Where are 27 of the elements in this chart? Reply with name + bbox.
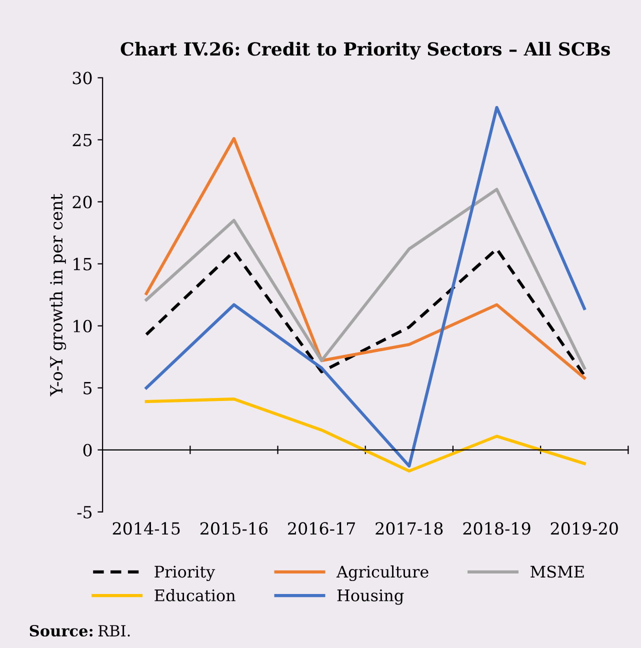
x-tick-label: 2015-16 <box>200 522 268 535</box>
legend-label: Priority <box>154 566 216 582</box>
line-series <box>144 106 586 468</box>
y-tick-label: -5 <box>77 506 92 518</box>
y-tick-label: 5 <box>84 382 92 394</box>
x-tick-label: 2019-20 <box>550 522 618 535</box>
x-tick-label: 2014-15 <box>112 522 180 535</box>
y-tick-label: 0 <box>83 444 92 456</box>
legend-label: Housing <box>337 589 404 605</box>
y-tick-label: 15 <box>74 258 92 270</box>
x-tick-label: 2017-18 <box>376 522 443 535</box>
x-tick-label: 2018-19 <box>463 522 530 535</box>
chart-title: Chart IV.26: Credit to Priority Sectors – All SCBs <box>120 42 610 60</box>
y-axis-title: Y-o-Y growth in per cent <box>50 194 66 396</box>
line-series <box>144 137 586 380</box>
legend-label: MSME <box>530 566 584 578</box>
line-series <box>144 398 586 473</box>
line-series <box>144 188 586 370</box>
source-note: Source: RBI. <box>30 624 130 637</box>
y-tick-label: 30 <box>72 72 92 84</box>
legend-label: Education <box>154 589 236 602</box>
y-tick-label: 20 <box>72 196 92 208</box>
line-series <box>144 247 586 377</box>
x-tick-label: 2016-17 <box>288 522 355 535</box>
y-tick-label: 10 <box>74 320 92 332</box>
legend-label: Agriculture <box>336 565 428 582</box>
y-tick-label: 25 <box>72 134 92 146</box>
